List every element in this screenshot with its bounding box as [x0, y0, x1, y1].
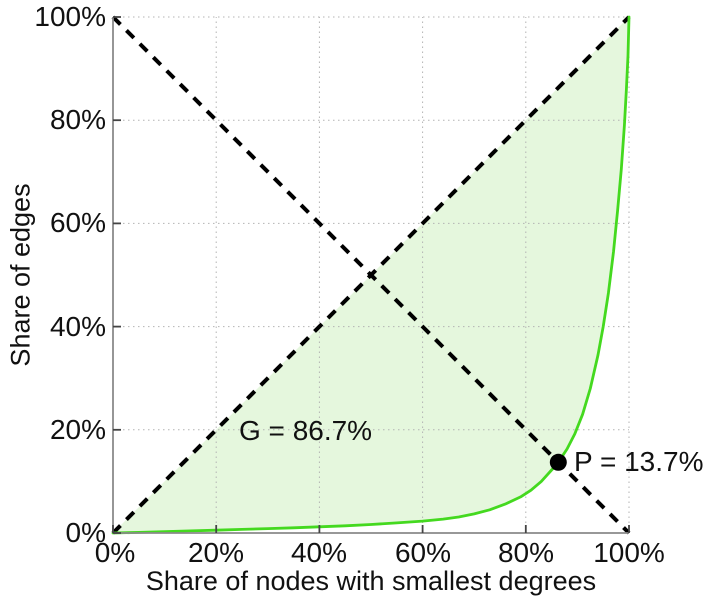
x-tick-label-80: 80% — [497, 537, 555, 568]
x-tick-label-0: 0% — [94, 537, 136, 568]
x-tick-label-60: 60% — [394, 537, 452, 568]
y-axis-title: Share of edges — [5, 183, 36, 367]
point-p-marker — [549, 453, 567, 471]
p-value-annotation: P = 13.7% — [574, 446, 704, 477]
y-tick-label-80: 80% — [49, 104, 106, 135]
lorenz-curve-line — [111, 15, 631, 535]
y-tick-label-100: 100% — [34, 1, 106, 32]
x-tick-label-100: 100% — [593, 537, 665, 568]
y-tick-label-60: 60% — [49, 207, 106, 238]
y-tick-label-40: 40% — [49, 311, 106, 342]
gini-coefficient-annotation: G = 86.7% — [239, 415, 373, 446]
x-axis-title: Share of nodes with smallest degrees — [145, 566, 597, 596]
anti-diagonal-line — [111, 15, 631, 535]
y-tick-label-0: 0% — [65, 517, 106, 548]
x-tick-label-20: 20% — [187, 537, 245, 568]
x-tick-label-40: 40% — [290, 537, 348, 568]
y-tick-label-20: 20% — [49, 414, 106, 445]
